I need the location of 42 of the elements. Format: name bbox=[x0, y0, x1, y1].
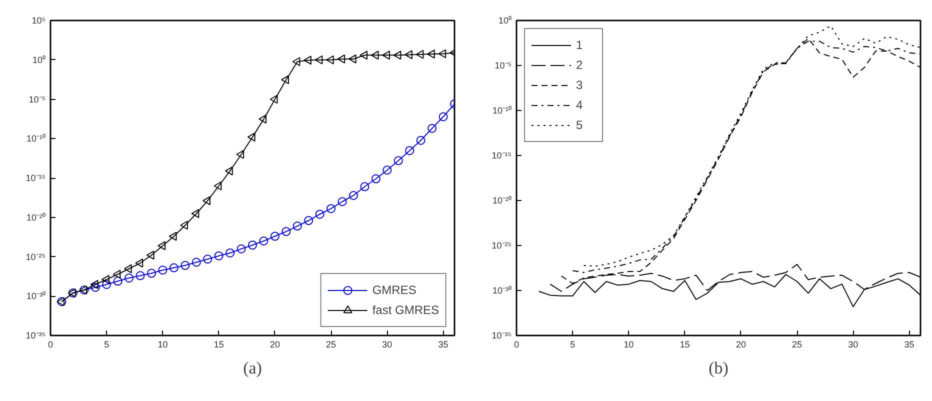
legend-label: 4 bbox=[576, 98, 584, 112]
x-tick-label: 0 bbox=[514, 340, 520, 350]
legend-label: 1 bbox=[576, 38, 584, 52]
x-tick-label: 20 bbox=[270, 340, 280, 350]
x-axis-title: (a) bbox=[243, 358, 262, 378]
y-tick-label: 10⁻²⁵ bbox=[492, 240, 512, 250]
y-tick-label: 10⁻¹⁵ bbox=[26, 173, 46, 183]
legend-label: 2 bbox=[576, 58, 584, 72]
legend-label: fast GMRES bbox=[372, 303, 439, 317]
x-tick-label: 35 bbox=[438, 340, 448, 350]
x-axis-title: (b) bbox=[708, 358, 728, 378]
y-tick-label: 10⁵ bbox=[32, 16, 46, 26]
legend-label: GMRES bbox=[372, 283, 416, 297]
x-tick-label: 5 bbox=[570, 340, 576, 350]
y-tick-label: 10⁰ bbox=[498, 16, 512, 26]
legend-label: 5 bbox=[576, 118, 584, 132]
y-tick-label: 10⁻¹⁵ bbox=[492, 150, 512, 160]
y-tick-label: 10⁻³⁰ bbox=[26, 291, 46, 302]
x-tick-label: 5 bbox=[104, 340, 110, 350]
y-tick-label: 10⁻³⁰ bbox=[492, 286, 512, 296]
legend-label: 3 bbox=[576, 78, 584, 92]
y-tick-label: 10⁻¹⁰ bbox=[492, 106, 512, 116]
x-tick-label: 10 bbox=[624, 340, 634, 350]
y-tick-label: 10⁻³⁵ bbox=[492, 330, 512, 340]
x-tick-label: 15 bbox=[680, 340, 690, 350]
x-tick-label: 30 bbox=[382, 340, 392, 350]
y-tick-label: 10⁻²⁰ bbox=[492, 196, 512, 206]
y-tick-label: 10⁰ bbox=[32, 54, 46, 65]
x-tick-label: 0 bbox=[48, 340, 54, 350]
x-tick-label: 20 bbox=[736, 340, 746, 350]
x-tick-label: 30 bbox=[848, 340, 858, 350]
x-tick-label: 25 bbox=[792, 340, 802, 350]
y-tick-label: 10⁻²⁵ bbox=[26, 252, 46, 262]
y-tick-label: 10⁻⁵ bbox=[494, 60, 512, 70]
y-tick-label: 10⁻²⁰ bbox=[26, 212, 46, 222]
y-tick-label: 10⁻⁵ bbox=[28, 94, 46, 104]
x-tick-label: 15 bbox=[214, 340, 224, 350]
y-tick-label: 10⁻³⁵ bbox=[26, 330, 46, 340]
x-tick-label: 35 bbox=[904, 340, 914, 350]
x-tick-label: 25 bbox=[326, 340, 336, 350]
x-tick-label: 10 bbox=[158, 340, 168, 350]
y-tick-label: 10⁻¹⁰ bbox=[26, 134, 46, 144]
